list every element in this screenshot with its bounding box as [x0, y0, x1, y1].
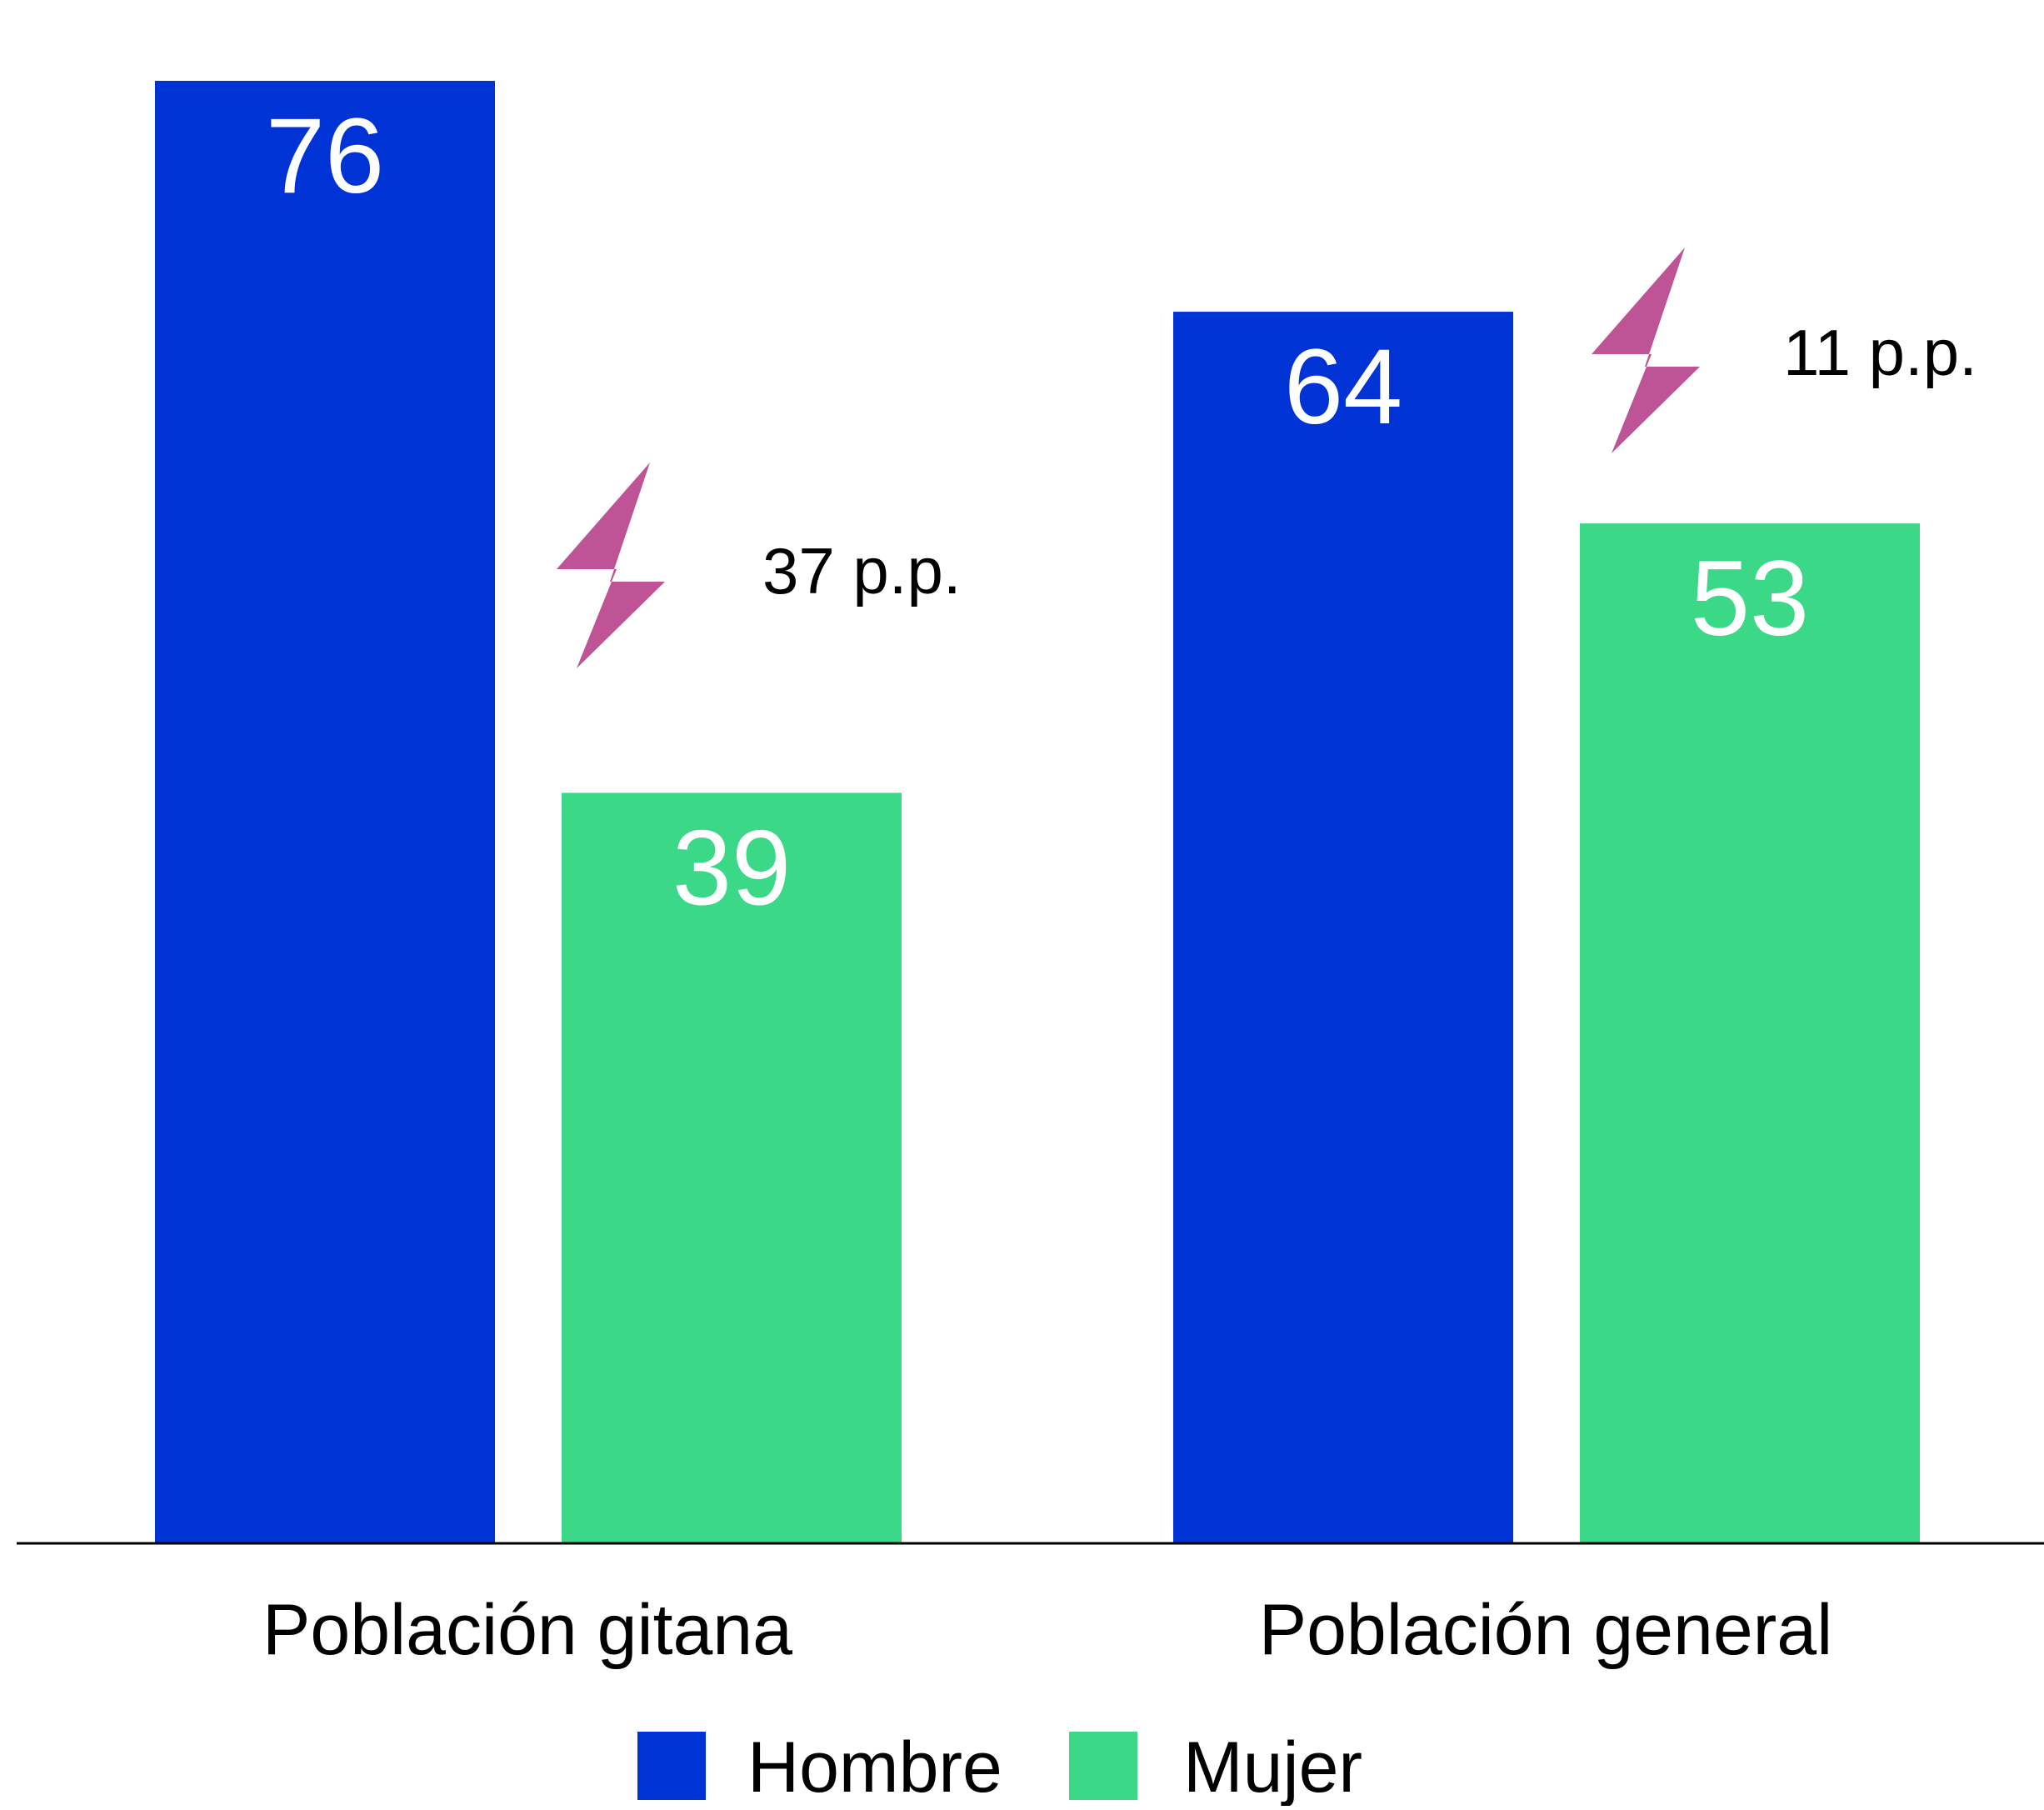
- bar-hombre-1: [155, 81, 495, 1543]
- bar-hombre-2: [1173, 312, 1513, 1544]
- legend-swatch-mujer: [1069, 1732, 1137, 1800]
- category-label: Población gitana: [262, 1590, 792, 1670]
- legend-label: Hombre: [747, 1728, 1002, 1806]
- gap-annotation: 11 p.p.: [1783, 316, 1977, 389]
- gap-annotation: 37 p.p.: [762, 534, 962, 608]
- bar-mujer-1: [562, 792, 902, 1543]
- lightning-bolt-icon: [557, 462, 665, 668]
- legend-label: Mujer: [1183, 1728, 1362, 1806]
- data-label: 53: [1691, 539, 1809, 658]
- lightning-bolt-icon: [1592, 248, 1700, 453]
- category-label: Población general: [1259, 1590, 1833, 1670]
- legend-swatch-hombre: [637, 1732, 706, 1800]
- bar-mujer-2: [1580, 523, 1920, 1543]
- data-label: 64: [1284, 328, 1402, 447]
- data-label: 76: [266, 97, 384, 216]
- data-label: 39: [672, 808, 791, 928]
